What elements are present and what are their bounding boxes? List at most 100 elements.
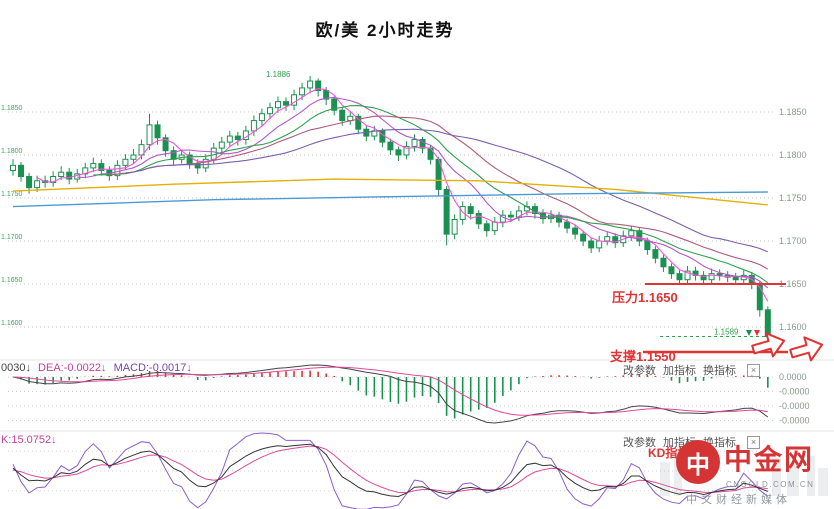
candle <box>580 230 587 247</box>
candles-layer <box>10 75 771 345</box>
candle <box>652 246 659 264</box>
svg-text:1.1850: 1.1850 <box>779 107 807 117</box>
watermark-tagline: 中文财经新媒体 <box>686 494 791 506</box>
ma-lines <box>36 88 769 302</box>
svg-text:1.1650: 1.1650 <box>1 277 23 284</box>
candle <box>716 269 723 281</box>
candle <box>499 210 506 228</box>
add-indicator-button[interactable]: 加指标 <box>663 365 696 377</box>
watermark: 中 中金网 CNGOLD.COM.CN 中文财经新媒体 <box>652 434 834 509</box>
candle <box>130 148 137 164</box>
candle <box>331 96 338 116</box>
candle <box>250 115 257 137</box>
candle <box>50 171 57 187</box>
candle <box>628 225 635 241</box>
candle <box>660 254 667 272</box>
switch-indicator-button[interactable]: 换指标 <box>703 365 736 377</box>
candle <box>443 185 450 246</box>
candle <box>692 266 699 281</box>
candle <box>451 214 458 240</box>
logo-glyph: 中 <box>686 451 710 479</box>
svg-text:1.1700: 1.1700 <box>1 234 23 241</box>
candle <box>114 160 121 180</box>
annotation-arrow-icon <box>751 332 786 358</box>
candle <box>146 113 153 150</box>
svg-text:1.1750: 1.1750 <box>1 191 23 198</box>
macd-gridlines <box>8 376 776 421</box>
candle <box>242 125 249 145</box>
svg-text:-0.0000: -0.0000 <box>779 387 810 397</box>
support-label: 支撑1.1550 <box>610 349 676 364</box>
long-ma-lines <box>12 178 768 208</box>
macd-dif-value: 0030↓ <box>1 362 31 374</box>
macd-panel-controls: 改参数 加指标 换指标 × <box>623 362 760 378</box>
close-icon[interactable]: × <box>747 435 760 449</box>
kdj-k-value: K:15.0752↓ <box>1 434 57 446</box>
macd-macd-value: MACD:-0.0017↓ <box>113 362 192 374</box>
peak-price-label: 1.1886 <box>266 70 291 79</box>
candle <box>411 134 418 152</box>
candle <box>676 270 683 285</box>
candle <box>684 265 691 284</box>
candle <box>66 167 73 185</box>
svg-text:1.1800: 1.1800 <box>1 148 23 155</box>
resistance-label: 压力1.1650 <box>612 290 678 305</box>
candle <box>515 205 522 222</box>
candle <box>234 131 241 146</box>
svg-text:1.1700: 1.1700 <box>779 236 807 246</box>
kdj-values: K:15.0752↓ <box>1 434 61 446</box>
candle <box>10 159 16 176</box>
svg-text:1.1800: 1.1800 <box>779 150 807 160</box>
watermark-name: 中金网 <box>724 444 815 475</box>
candle <box>82 162 89 179</box>
candle <box>122 154 129 170</box>
macd-axis-labels: 0.0000 -0.0000 -0.0000 -0.0000 <box>779 372 810 426</box>
down-arrow-icon <box>746 330 752 336</box>
macd-dif-line <box>12 364 769 424</box>
last-price-label: 1.1589 <box>714 327 739 336</box>
candle <box>700 271 707 285</box>
svg-text:1.1650: 1.1650 <box>779 279 807 289</box>
panel-separators <box>0 359 834 432</box>
candle <box>355 113 362 135</box>
change-params-button[interactable]: 改参数 <box>623 365 656 377</box>
candle <box>307 75 314 94</box>
candle <box>202 154 209 173</box>
candle <box>363 125 370 142</box>
candle <box>291 89 298 111</box>
candle <box>556 211 563 228</box>
candle <box>732 272 739 285</box>
candle <box>379 128 386 148</box>
candle <box>170 146 177 166</box>
candle <box>483 220 490 237</box>
candle <box>467 203 474 220</box>
candle <box>274 96 281 113</box>
candle <box>98 159 105 176</box>
macd-histogram <box>20 370 769 419</box>
candle <box>18 161 25 182</box>
candle <box>403 141 410 160</box>
candle <box>387 138 394 155</box>
svg-text:0.0000: 0.0000 <box>779 372 807 382</box>
candle <box>475 210 482 229</box>
annotation-arrow-icon <box>789 336 824 362</box>
candle <box>419 136 426 154</box>
svg-text:1.1600: 1.1600 <box>779 322 807 332</box>
down-arrow-icon <box>754 330 760 336</box>
close-icon[interactable]: × <box>747 363 760 377</box>
svg-text:-0.0000: -0.0000 <box>779 401 810 411</box>
candle <box>218 136 225 154</box>
candle <box>588 237 595 254</box>
svg-text:1.1600: 1.1600 <box>1 320 23 327</box>
candle <box>604 231 611 246</box>
change-params-button[interactable]: 改参数 <box>623 437 656 449</box>
watermark-domain: CNGOLD.COM.CN <box>726 480 815 489</box>
macd-dea-value: DEA:-0.0022↓ <box>38 362 107 374</box>
svg-text:1.1850: 1.1850 <box>1 105 23 112</box>
kdj-j-line <box>12 432 769 509</box>
left-axis-labels: 1.1850 1.1800 1.1750 1.1700 1.1650 1.1600 <box>1 105 23 327</box>
candle <box>90 157 97 173</box>
candle <box>162 134 169 157</box>
candle <box>395 146 402 162</box>
